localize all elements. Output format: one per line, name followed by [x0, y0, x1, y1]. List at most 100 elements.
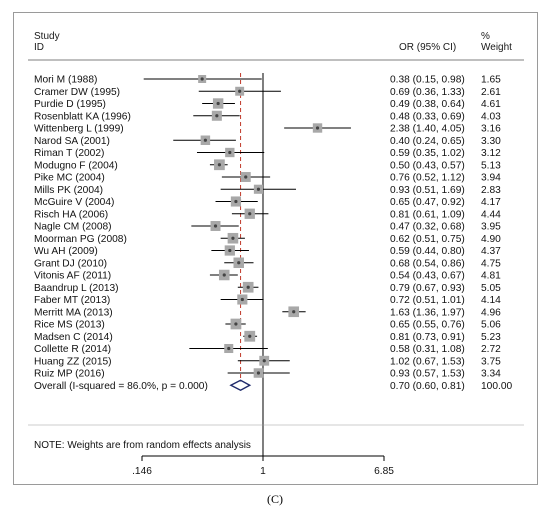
weight-label: 4.61 — [481, 99, 501, 110]
point-estimate-dot — [234, 199, 238, 204]
or-ci-label: 0.54 (0.43, 0.67) — [390, 271, 465, 282]
or-ci-label: 0.38 (0.15, 0.98) — [390, 75, 465, 86]
header-study: Study ID — [34, 31, 60, 53]
or-ci-label: 0.68 (0.54, 0.86) — [390, 258, 465, 269]
or-ci-label: 0.49 (0.38, 0.64) — [390, 99, 465, 110]
or-ci-label: 0.79 (0.67, 0.93) — [390, 283, 465, 294]
weight-label: 3.94 — [481, 173, 501, 184]
or-ci-label: 0.50 (0.43, 0.57) — [390, 160, 465, 171]
study-name: Moorman PG (2008) — [34, 234, 127, 245]
overall-or-ci-label: 0.70 (0.60, 0.81) — [390, 381, 465, 392]
header-weight-label: Weight — [481, 42, 512, 53]
panel-label: (C) — [267, 492, 283, 506]
or-ci-label: 0.65 (0.55, 0.76) — [390, 320, 465, 331]
weight-label: 3.12 — [481, 148, 501, 159]
or-ci-label: 2.38 (1.40, 4.05) — [390, 124, 465, 135]
weight-label: 3.75 — [481, 356, 501, 367]
header-or-label: OR (95% CI) — [399, 42, 457, 53]
forest-plot: Mori M (1988) 0.38 (0.15, 0.98) 1.65 Cramer… — [28, 59, 524, 477]
point-estimate-dot — [256, 371, 261, 375]
or-ci-label: 0.81 (0.73, 0.91) — [390, 332, 465, 343]
or-ci-label: 0.59 (0.44, 0.80) — [390, 246, 465, 257]
point-estimate-dot — [292, 310, 296, 314]
point-estimate-dot — [246, 285, 250, 289]
weight-label: 2.72 — [481, 344, 501, 355]
weight-label: 4.75 — [481, 258, 501, 269]
point-estimate-dot — [238, 89, 242, 93]
x-tick-label: 1 — [260, 466, 266, 477]
header-weight: % Weight — [481, 31, 512, 53]
weight-label: 4.17 — [481, 197, 501, 208]
study-name: Nagle CM (2008) — [34, 222, 112, 233]
or-ci-label: 0.58 (0.31, 1.08) — [390, 344, 465, 355]
point-estimate-dot — [231, 236, 235, 240]
weight-label: 3.34 — [481, 369, 501, 380]
or-ci-label: 0.59 (0.35, 1.02) — [390, 148, 465, 159]
or-ci-label: 0.40 (0.24, 0.65) — [390, 136, 465, 147]
header-percent-label: % — [481, 31, 490, 42]
weight-label: 4.81 — [481, 271, 501, 282]
or-ci-label: 0.48 (0.33, 0.69) — [390, 111, 465, 122]
study-name: Wittenberg L (1999) — [34, 124, 124, 135]
weight-label: 2.61 — [481, 87, 501, 98]
point-estimate-dot — [248, 212, 252, 216]
x-tick-label: 6.85 — [374, 466, 394, 477]
point-estimate-dot — [227, 346, 231, 351]
point-estimate-dot — [244, 175, 248, 179]
study-name: Faber MT (2013) — [34, 295, 110, 306]
study-name: Huang ZZ (2015) — [34, 356, 112, 367]
point-estimate-dot — [228, 248, 232, 253]
weight-label: 3.95 — [481, 222, 501, 233]
weight-label: 3.30 — [481, 136, 501, 147]
point-estimate-dot — [315, 126, 320, 130]
x-tick-label: .146 — [132, 466, 152, 477]
study-name: Baandrup L (2013) — [34, 283, 119, 294]
or-ci-label: 0.47 (0.32, 0.68) — [390, 222, 465, 233]
weight-label: 4.37 — [481, 246, 501, 257]
forest-plot-frame: Study ID OR (95% CI) % Weight Mori M (19… — [13, 12, 538, 485]
weight-label: 4.96 — [481, 307, 501, 318]
study-name: Grant DJ (2010) — [34, 258, 107, 269]
header-or: OR (95% CI) — [399, 42, 456, 53]
or-ci-label: 1.02 (0.67, 1.53) — [390, 356, 465, 367]
study-name: Wu AH (2009) — [34, 246, 98, 257]
or-ci-label: 0.72 (0.51, 1.01) — [390, 295, 465, 306]
point-estimate-dot — [262, 359, 266, 363]
header-study-label: Study — [34, 31, 60, 42]
or-ci-label: 0.62 (0.51, 0.75) — [390, 234, 465, 245]
weight-label: 5.13 — [481, 160, 501, 171]
study-name: Merritt MA (2013) — [34, 307, 113, 318]
or-ci-label: 1.63 (1.36, 1.97) — [390, 307, 465, 318]
weight-label: 4.90 — [481, 234, 501, 245]
study-name: Purdie D (1995) — [34, 99, 106, 110]
point-estimate-dot — [215, 114, 219, 118]
weight-label: 4.03 — [481, 111, 501, 122]
study-name: Mori M (1988) — [34, 75, 97, 86]
or-ci-label: 0.76 (0.52, 1.12) — [390, 173, 465, 184]
point-estimate-dot — [234, 322, 238, 326]
point-estimate-dot — [217, 163, 222, 167]
point-estimate-dot — [213, 224, 218, 228]
study-name: McGuire V (2004) — [34, 197, 114, 208]
study-name: Rosenblatt KA (1996) — [34, 111, 131, 122]
point-estimate-dot — [228, 150, 232, 155]
study-name: Cramer DW (1995) — [34, 87, 120, 98]
header-id-label: ID — [34, 42, 44, 53]
point-estimate-dot — [240, 297, 244, 302]
weight-label: 4.44 — [481, 209, 501, 220]
or-ci-label: 0.69 (0.36, 1.33) — [390, 87, 465, 98]
study-name: Mills PK (2004) — [34, 185, 103, 196]
point-estimate-dot — [248, 334, 252, 338]
study-name: Riman T (2002) — [34, 148, 104, 159]
weight-label: 1.65 — [481, 75, 501, 86]
study-name: Narod SA (2001) — [34, 136, 110, 147]
weight-label: 3.16 — [481, 124, 501, 135]
study-name: Vitonis AF (2011) — [34, 271, 111, 282]
study-name: Risch HA (2006) — [34, 209, 108, 220]
study-name: Modugno F (2004) — [34, 160, 118, 171]
point-estimate-dot — [237, 261, 241, 265]
weight-label: 2.83 — [481, 185, 501, 196]
or-ci-label: 0.93 (0.57, 1.53) — [390, 369, 465, 380]
point-estimate-dot — [256, 187, 261, 191]
overall-weight-label: 100.00 — [481, 381, 512, 392]
